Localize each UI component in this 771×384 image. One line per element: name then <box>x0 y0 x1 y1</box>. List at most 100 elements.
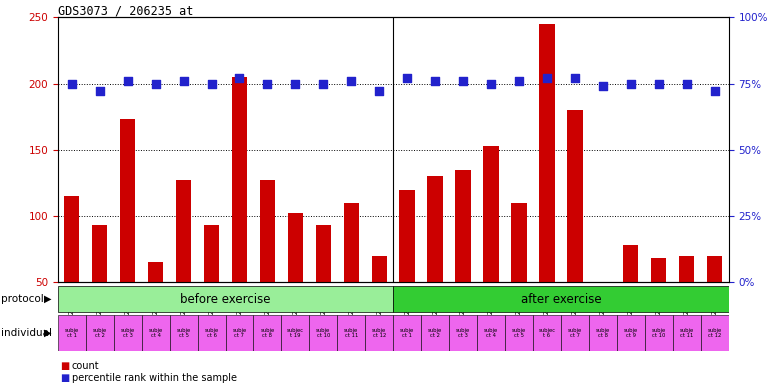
Bar <box>707 256 722 282</box>
Text: ■: ■ <box>60 361 69 371</box>
Bar <box>260 180 275 282</box>
Bar <box>539 24 554 282</box>
Bar <box>595 282 611 342</box>
Bar <box>679 256 695 282</box>
Bar <box>511 203 527 282</box>
Text: subje
ct 5: subje ct 5 <box>177 328 190 338</box>
Text: GSM214983: GSM214983 <box>404 287 410 329</box>
Text: subje
ct 1: subje ct 1 <box>65 328 79 338</box>
Bar <box>142 315 170 351</box>
Text: GSM214984: GSM214984 <box>96 287 103 329</box>
Bar <box>86 315 113 351</box>
Text: subje
ct 10: subje ct 10 <box>651 328 666 338</box>
Bar <box>533 315 561 351</box>
Bar <box>456 170 471 282</box>
Text: subje
ct 7: subje ct 7 <box>232 328 247 338</box>
Point <box>597 83 609 89</box>
Text: GSM215000: GSM215000 <box>320 287 326 329</box>
Text: subje
ct 8: subje ct 8 <box>261 328 274 338</box>
Bar <box>365 315 393 351</box>
Text: subje
ct 11: subje ct 11 <box>679 328 694 338</box>
Bar <box>58 286 393 313</box>
Bar <box>421 315 449 351</box>
Point <box>652 81 665 87</box>
Text: subje
ct 12: subje ct 12 <box>372 328 386 338</box>
Text: GSM214988: GSM214988 <box>153 287 159 329</box>
Point <box>457 78 470 84</box>
Text: subje
ct 4: subje ct 4 <box>484 328 498 338</box>
Text: GSM214991: GSM214991 <box>516 287 522 329</box>
Text: GSM214997: GSM214997 <box>600 287 606 329</box>
Text: individual: individual <box>1 328 52 338</box>
Bar <box>337 315 365 351</box>
Bar <box>64 196 79 282</box>
Text: GSM215004: GSM215004 <box>376 287 382 329</box>
Text: ▶: ▶ <box>44 294 52 304</box>
Bar <box>567 110 583 282</box>
Text: GSM214985: GSM214985 <box>432 287 438 329</box>
Point <box>540 75 553 81</box>
Text: GDS3073 / 206235_at: GDS3073 / 206235_at <box>58 4 194 17</box>
Bar <box>561 315 589 351</box>
Text: after exercise: after exercise <box>520 293 601 306</box>
Text: subje
ct 5: subje ct 5 <box>512 328 526 338</box>
Text: GSM214989: GSM214989 <box>488 287 494 329</box>
Text: subjec
t 6: subjec t 6 <box>538 328 555 338</box>
Text: subje
ct 11: subje ct 11 <box>344 328 359 338</box>
Point <box>625 81 637 87</box>
Point <box>569 75 581 81</box>
Point <box>66 81 78 87</box>
Bar <box>483 146 499 282</box>
Text: before exercise: before exercise <box>180 293 271 306</box>
Text: GSM214990: GSM214990 <box>180 287 187 329</box>
Text: GSM214992: GSM214992 <box>208 287 214 329</box>
Text: GSM214998: GSM214998 <box>292 287 298 329</box>
Bar <box>427 176 443 282</box>
Bar <box>645 315 672 351</box>
Bar <box>92 225 107 282</box>
Text: GSM215003: GSM215003 <box>684 287 690 329</box>
Text: GSM215001: GSM215001 <box>655 287 662 329</box>
Point <box>709 88 721 94</box>
Bar <box>505 315 533 351</box>
Text: GSM214996: GSM214996 <box>264 287 271 329</box>
Point <box>150 81 162 87</box>
Bar <box>372 256 387 282</box>
Point <box>93 88 106 94</box>
Bar <box>701 315 729 351</box>
Text: subje
ct 2: subje ct 2 <box>428 328 443 338</box>
Point <box>317 81 329 87</box>
Point <box>345 78 358 84</box>
Point <box>681 81 693 87</box>
Text: subje
ct 6: subje ct 6 <box>204 328 219 338</box>
Point <box>485 81 497 87</box>
Bar <box>114 315 142 351</box>
Text: percentile rank within the sample: percentile rank within the sample <box>72 373 237 383</box>
Bar <box>672 315 701 351</box>
Bar <box>281 315 309 351</box>
Bar <box>393 315 421 351</box>
Text: subje
ct 2: subje ct 2 <box>93 328 107 338</box>
Bar <box>651 258 666 282</box>
Bar <box>399 190 415 282</box>
Point <box>205 81 217 87</box>
Text: GSM215005: GSM215005 <box>712 287 718 329</box>
Bar <box>58 315 86 351</box>
Bar <box>315 225 331 282</box>
Text: subjec
t 19: subjec t 19 <box>287 328 304 338</box>
Text: subje
ct 4: subje ct 4 <box>149 328 163 338</box>
Bar <box>617 315 645 351</box>
Point <box>177 78 190 84</box>
Bar <box>148 262 163 282</box>
Bar <box>477 315 505 351</box>
Text: GSM215002: GSM215002 <box>348 287 355 329</box>
Bar <box>344 203 359 282</box>
Point <box>122 78 134 84</box>
Text: subje
ct 8: subje ct 8 <box>596 328 610 338</box>
Text: subje
ct 12: subje ct 12 <box>708 328 722 338</box>
Point <box>401 75 413 81</box>
Bar <box>309 315 338 351</box>
Bar <box>232 77 247 282</box>
Bar <box>197 315 225 351</box>
Text: ■: ■ <box>60 373 69 383</box>
